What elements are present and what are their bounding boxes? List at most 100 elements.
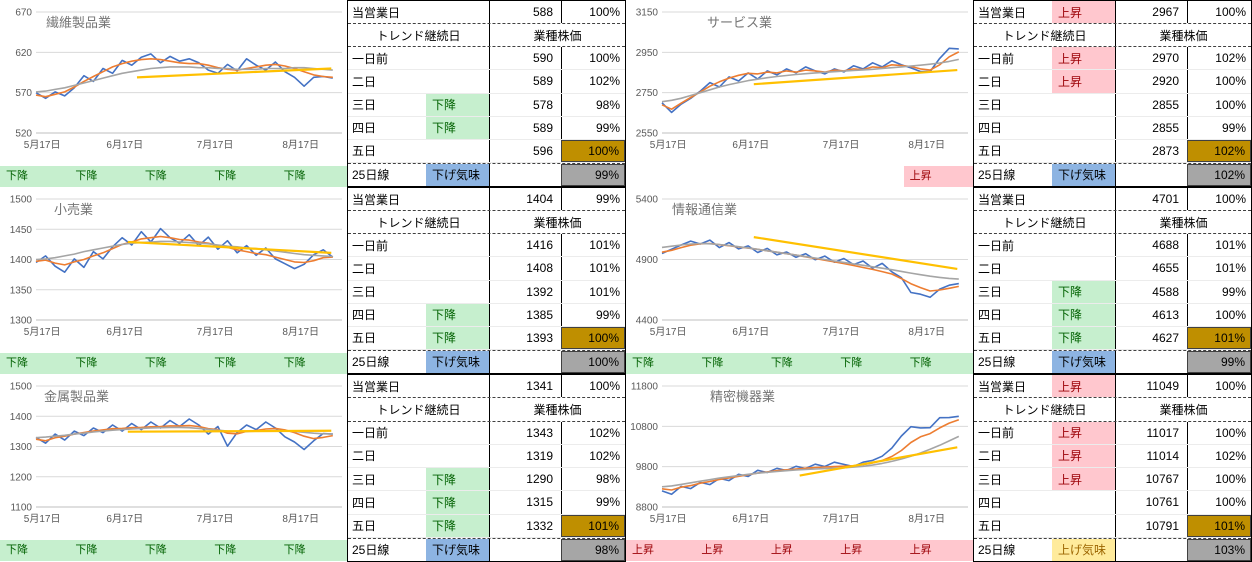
ma25-label: 25日線 bbox=[352, 168, 390, 183]
x-axis-tick: 5月17日 bbox=[24, 513, 61, 525]
x-axis-tick: 8月17日 bbox=[282, 513, 319, 525]
ma25-trend-cell: 下げ気味 bbox=[1052, 163, 1115, 186]
day-value: 1290 bbox=[489, 468, 561, 491]
day-trend-cell bbox=[1052, 515, 1115, 537]
current-day-value: 1341 bbox=[489, 375, 561, 398]
current-day-trend-cell bbox=[426, 188, 489, 210]
trend-line bbox=[799, 446, 958, 477]
day-trend-cell: 下降 bbox=[426, 116, 489, 139]
table-row-current: 当営業日 4701 100% bbox=[974, 188, 1251, 212]
ma25-label: 25日線 bbox=[978, 543, 1016, 558]
x-axis-tick: 6月17日 bbox=[106, 513, 143, 525]
trend-strip-cell: 下降 bbox=[69, 166, 139, 187]
day-trend-cell: 下降 bbox=[1052, 326, 1115, 349]
current-day-label: 当営業日 bbox=[352, 5, 401, 20]
blue-series-line bbox=[35, 227, 334, 273]
trend-strip-cell: 上昇 bbox=[695, 540, 765, 561]
blue-series-line bbox=[661, 239, 959, 299]
trend-strip-cell: 上昇 bbox=[764, 540, 835, 561]
day-label: 二日 bbox=[352, 449, 377, 464]
day-trend-cell bbox=[426, 257, 489, 279]
table-row-current: 当営業日 上昇 2967 100% bbox=[974, 1, 1251, 25]
chart-title: 金属製品業 bbox=[44, 389, 109, 404]
day-label: 二日 bbox=[978, 261, 1003, 276]
day-percent: 102% bbox=[1187, 444, 1251, 467]
trend-strip-cell bbox=[765, 166, 834, 187]
y-axis-tick: 620 bbox=[15, 48, 32, 59]
table-row-day2: 二日 上昇 2920 100% bbox=[974, 70, 1251, 94]
ma25-trend-cell: 上げ気味 bbox=[1052, 538, 1115, 561]
trend-strip-cell: 下降 bbox=[277, 353, 348, 374]
current-day-trend-cell: 上昇 bbox=[1052, 1, 1115, 24]
x-axis-tick: 5月17日 bbox=[24, 326, 61, 338]
y-axis-tick: 1300 bbox=[10, 442, 33, 453]
table-header-row: トレンド継続日 業種株価 bbox=[348, 24, 625, 48]
x-axis-tick: 7月17日 bbox=[823, 513, 860, 525]
trend-strip-cell: 上昇 bbox=[834, 540, 904, 561]
x-axis-tick: 7月17日 bbox=[197, 513, 234, 525]
day-percent-highlight: 101% bbox=[1187, 514, 1251, 537]
table-row-day3: 三日 2855 100% bbox=[974, 93, 1251, 117]
sector-price-header: 業種株価 bbox=[1115, 398, 1251, 421]
day-trend-cell: 下降 bbox=[426, 326, 489, 349]
trend-table: 当営業日 588 100% トレンド継続日 業種株価 一日前 590 100% … bbox=[347, 0, 626, 187]
ma25-label: 25日線 bbox=[352, 543, 390, 558]
day-value: 4588 bbox=[1115, 280, 1187, 303]
table-row-day3: 三日 下降 578 98% bbox=[348, 93, 625, 117]
ma25-percent: 98% bbox=[561, 538, 625, 561]
current-day-value: 11049 bbox=[1115, 375, 1187, 398]
table-row-day1: 一日前 上昇 11017 100% bbox=[974, 421, 1251, 445]
day-percent: 100% bbox=[1187, 421, 1251, 444]
day-percent-highlight: 102% bbox=[1187, 139, 1251, 162]
table-row-day2: 二日 589 102% bbox=[348, 70, 625, 94]
y-axis-tick: 9800 bbox=[636, 462, 659, 473]
sector-price-header: 業種株価 bbox=[489, 24, 625, 47]
current-day-value: 588 bbox=[489, 1, 561, 24]
x-axis-tick: 6月17日 bbox=[732, 139, 769, 151]
table-header-row: トレンド継続日 業種株価 bbox=[974, 24, 1251, 48]
ma25-trend-cell: 下げ気味 bbox=[426, 538, 489, 561]
day-value: 1319 bbox=[489, 444, 561, 467]
day-label: 四日 bbox=[352, 121, 377, 136]
day-label: 二日 bbox=[352, 74, 377, 89]
y-axis-tick: 570 bbox=[15, 88, 32, 99]
day-label: 三日 bbox=[978, 472, 1003, 487]
trend-strip-cell bbox=[626, 166, 695, 187]
trend-strip-cell: 上昇 bbox=[903, 540, 974, 561]
table-row-day1: 一日前 1416 101% bbox=[348, 234, 625, 258]
trend-table: 当営業日 4701 100% トレンド継続日 業種株価 一日前 4688 101… bbox=[973, 187, 1252, 374]
table-row-current: 当営業日 上昇 11049 100% bbox=[974, 375, 1251, 399]
day-percent: 102% bbox=[561, 421, 625, 444]
day-value: 590 bbox=[489, 47, 561, 70]
day-label: 四日 bbox=[352, 308, 377, 323]
ma25-value bbox=[1115, 163, 1187, 186]
orange-series-line bbox=[35, 235, 333, 266]
day-percent: 101% bbox=[561, 280, 625, 303]
trend-line bbox=[127, 429, 332, 433]
y-axis-tick: 4400 bbox=[636, 316, 659, 327]
trend-continuation-header: トレンド継続日 bbox=[1002, 402, 1087, 417]
x-axis-tick: 5月17日 bbox=[650, 513, 687, 525]
day-percent: 101% bbox=[561, 257, 625, 280]
day-percent-highlight: 101% bbox=[561, 514, 625, 537]
table-row-day3: 三日 下降 4588 99% bbox=[974, 280, 1251, 304]
day-trend-cell bbox=[1052, 117, 1115, 139]
trend-strip-cell: 下降 bbox=[277, 540, 348, 561]
ma25-percent: 99% bbox=[1187, 350, 1251, 373]
orange-series-line bbox=[661, 242, 959, 292]
ma25-percent: 103% bbox=[1187, 538, 1251, 561]
day-value: 11014 bbox=[1115, 444, 1187, 467]
table-row-day1: 一日前 590 100% bbox=[348, 47, 625, 71]
current-day-label: 当営業日 bbox=[352, 379, 401, 394]
trend-strip-cell: 下降 bbox=[626, 353, 696, 374]
trend-strip-cell: 下降 bbox=[69, 353, 139, 374]
day-percent: 98% bbox=[561, 93, 625, 116]
trend-strip-cell: 上昇 bbox=[626, 540, 696, 561]
day-percent: 99% bbox=[1187, 116, 1251, 139]
table-row-day1: 一日前 上昇 2970 102% bbox=[974, 47, 1251, 71]
ma25-percent: 100% bbox=[561, 350, 625, 373]
trend-table: 当営業日 1404 99% トレンド継続日 業種株価 一日前 1416 101%… bbox=[347, 187, 626, 374]
day-percent: 98% bbox=[561, 468, 625, 491]
gray-series-line bbox=[661, 58, 959, 103]
day-trend-cell: 下降 bbox=[426, 93, 489, 116]
